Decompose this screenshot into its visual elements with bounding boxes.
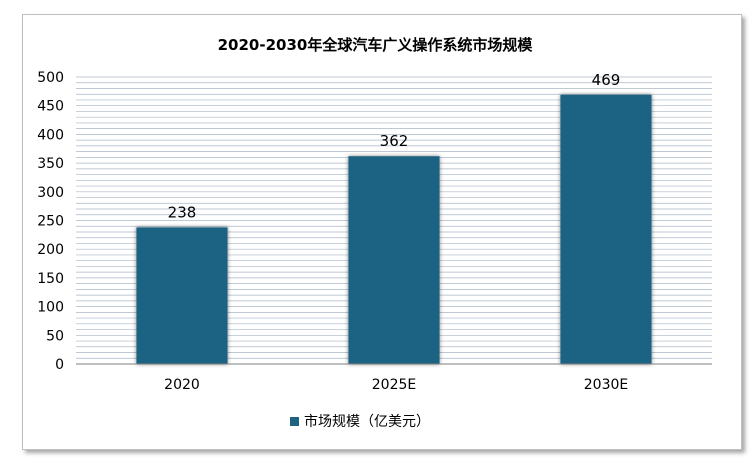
legend-background [270,407,463,437]
legend: 市场规模（亿美元） [270,407,463,437]
x-tick-label: 2025E [372,377,416,393]
chart-title: 2020-2030年全球汽车广义操作系统市场规模 [218,36,534,54]
y-tick-label: 300 [37,185,64,201]
bar [348,156,440,364]
bars [136,94,652,364]
legend-swatch [290,417,299,426]
bar [560,94,652,364]
y-tick-label: 400 [37,127,64,143]
legend-label: 市场规模（亿美元） [304,413,430,430]
bar-data-label: 469 [592,71,621,89]
y-tick-label: 500 [37,70,64,86]
x-tick-label: 2030E [584,377,628,393]
y-tick-label: 0 [55,357,64,373]
data-labels: 238 362 469 [168,71,621,222]
bar [136,227,228,364]
x-axis-ticks: 2020 2025E 2030E [164,377,628,393]
bar-data-label: 362 [380,132,409,150]
y-tick-label: 350 [37,156,64,172]
y-tick-label: 200 [37,242,64,258]
y-tick-label: 450 [37,99,64,115]
y-tick-label: 100 [37,300,64,316]
y-tick-label: 150 [37,271,64,287]
x-tick-label: 2020 [164,377,200,393]
y-axis-ticks: 0 50 100 150 200 250 300 350 400 450 500 [37,70,64,373]
bar-data-label: 238 [168,203,197,221]
y-tick-label: 50 [46,328,64,344]
y-tick-label: 250 [37,214,64,230]
